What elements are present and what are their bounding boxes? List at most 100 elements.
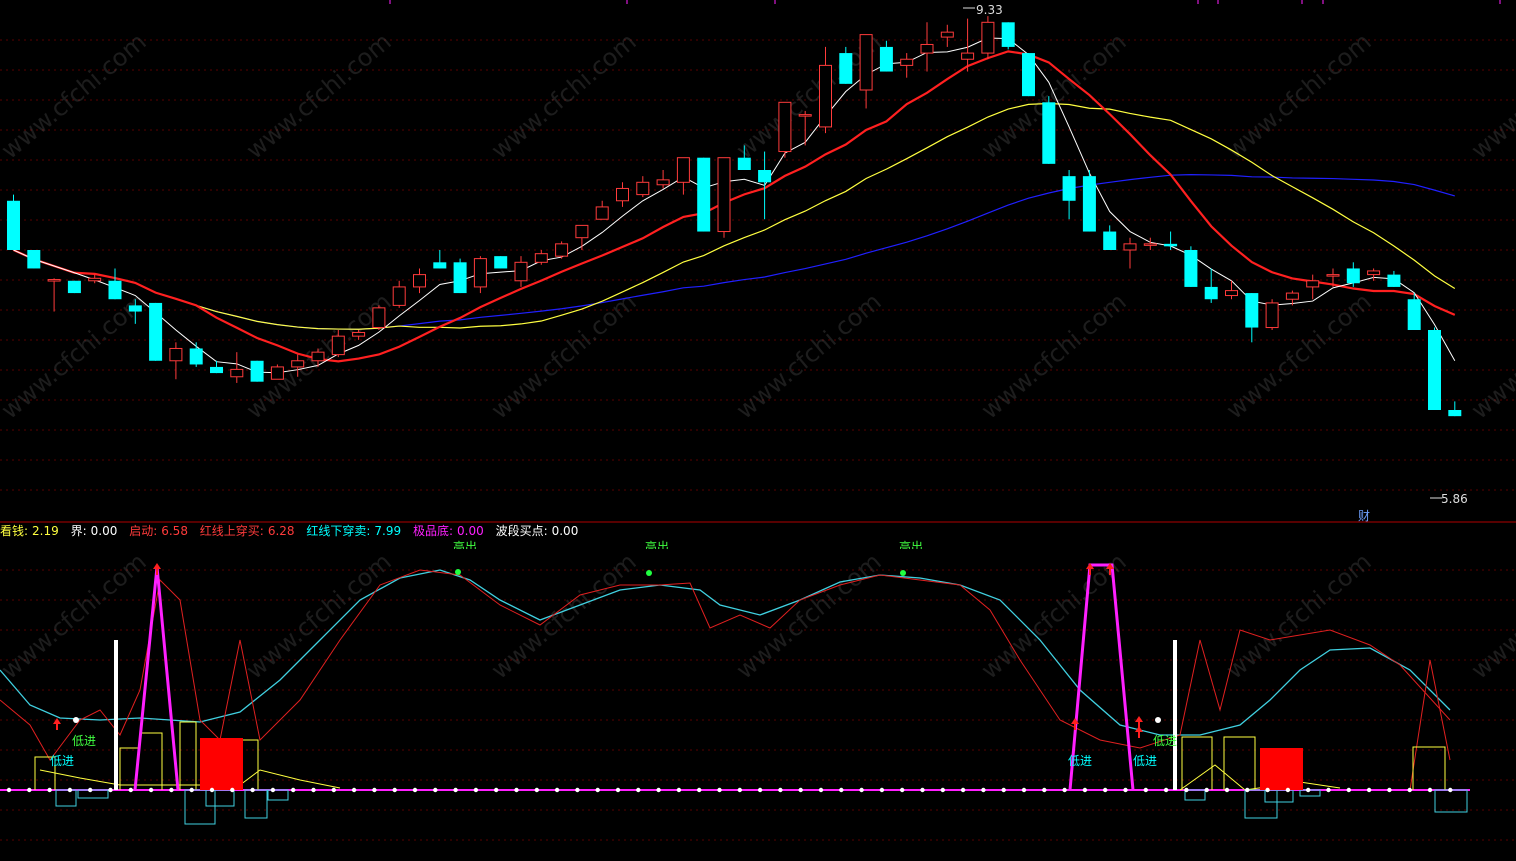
candle: [7, 194, 20, 250]
baseline-dot: [1021, 787, 1027, 793]
high-signal-dot: [900, 570, 906, 576]
candle-body: [1407, 299, 1421, 330]
baseline-dot: [6, 787, 12, 793]
candle-body: [88, 277, 102, 282]
baseline-dot: [1184, 787, 1189, 793]
candle-body: [636, 181, 650, 196]
candle-body: [189, 348, 203, 365]
baseline-dot: [189, 787, 194, 793]
yellow-curve: [39, 769, 341, 789]
candle-body: [1428, 330, 1441, 410]
candle-body: [392, 286, 406, 306]
baseline-dot: [1224, 787, 1230, 793]
baseline-dot: [1448, 787, 1453, 793]
legend-item-redline-buy: 红线上穿买: 6.28: [199, 524, 295, 538]
candle-body: [352, 331, 366, 337]
candle-body: [1387, 274, 1401, 287]
candle: [1245, 293, 1259, 343]
signal-low-entry-3: 低进: [1068, 754, 1093, 768]
watermark-layer: www.cfchi.com www.cfchi.com www.cfchi.com w…: [0, 27, 1516, 684]
candle: [1367, 268, 1381, 281]
candle: [981, 16, 995, 60]
up-arrow-icon: [1135, 716, 1143, 722]
candle: [514, 256, 528, 287]
baseline-dot: [920, 787, 925, 793]
candle-body: [453, 262, 467, 294]
candle-body: [494, 256, 508, 269]
baseline-dot: [1082, 787, 1088, 793]
watermark-text: www.cfchi.com: [1466, 27, 1516, 164]
legend-item-redline-sell: 红线下穿卖: 7.99: [306, 524, 402, 538]
candle-body: [169, 347, 183, 362]
baseline-dot: [494, 787, 499, 793]
finance-marker[interactable]: 财: [1358, 509, 1371, 523]
ma-long-line: [13, 102, 1456, 330]
up-arrow-icon: [153, 563, 161, 569]
baseline-dot: [88, 787, 93, 793]
candle: [940, 24, 954, 47]
candle-body: [961, 52, 975, 60]
candle: [352, 330, 366, 340]
candle: [1103, 225, 1117, 250]
candle: [149, 302, 163, 361]
candle: [595, 200, 609, 220]
candle-body: [555, 243, 569, 257]
candle: [311, 348, 325, 367]
candle-body: [108, 280, 122, 300]
candle-body: [839, 53, 853, 84]
price-high-label: 9.33: [976, 3, 1003, 17]
candle: [758, 151, 772, 220]
candle: [1164, 231, 1178, 250]
baseline-dot: [47, 787, 52, 793]
candle-body: [879, 46, 893, 72]
candle-body: [1082, 176, 1096, 232]
candle: [27, 250, 41, 269]
baseline-dot: [1306, 787, 1311, 793]
candle: [717, 157, 731, 238]
chart-grid: [0, 39, 1516, 841]
signal-low-entry-1: 低进: [72, 734, 97, 748]
candle: [920, 22, 934, 72]
watermark-text: www.cfchi.com: [1466, 287, 1516, 424]
candle: [575, 224, 589, 250]
yellow-step: [1181, 736, 1213, 790]
candle: [210, 360, 223, 374]
signal-low-entry-5: 低进: [1153, 734, 1178, 748]
candle: [1082, 170, 1096, 232]
candle: [189, 342, 203, 367]
candle-body: [1001, 22, 1015, 47]
candle-body: [1448, 410, 1462, 417]
candle: [1285, 290, 1299, 306]
baseline-dot: [412, 787, 418, 793]
candle-body: [270, 366, 284, 380]
baseline-dot: [1245, 787, 1250, 793]
candle-body: [1346, 268, 1360, 284]
up-arrow-icon: [1106, 563, 1114, 569]
candle: [453, 258, 467, 294]
candle: [494, 256, 508, 269]
baseline-dot: [1103, 787, 1108, 793]
baseline-dot: [372, 787, 377, 793]
baseline-dot: [514, 787, 519, 793]
moving-averages: [13, 37, 1456, 374]
candle-body: [717, 157, 731, 233]
candle: [1306, 274, 1320, 300]
candle: [291, 354, 305, 377]
baseline-dot: [453, 787, 458, 793]
oscillator-red: [0, 569, 1451, 761]
candle: [67, 280, 81, 294]
candle-body: [758, 170, 772, 183]
baseline-dot: [311, 787, 316, 793]
candle-body: [616, 187, 629, 202]
candle: [1001, 22, 1015, 50]
candle-body: [1265, 302, 1279, 329]
watermark-text: www.cfchi.com: [486, 27, 642, 164]
candle-body: [27, 250, 41, 269]
candle: [47, 278, 61, 312]
candle: [1062, 170, 1076, 220]
cyan-box: [205, 789, 235, 807]
baseline-dot: [757, 787, 763, 793]
candle-body: [798, 114, 812, 117]
candle-body: [331, 335, 345, 356]
